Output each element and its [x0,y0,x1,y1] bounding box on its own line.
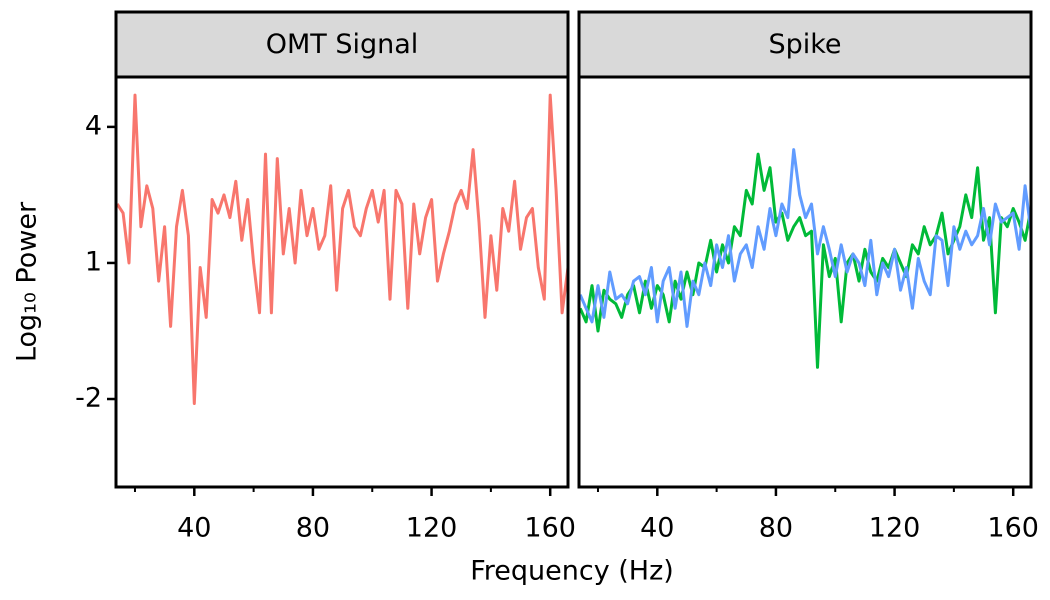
panel-border [577,75,1033,489]
y-tick-label: 1 [85,246,102,277]
x-tick-label: 40 [177,513,211,544]
x-tick-label: 160 [987,513,1039,544]
x-tick-label: 40 [640,513,674,544]
y-tick-label: -2 [75,383,102,414]
x-tick-label: 80 [296,513,330,544]
x-tick-label: 80 [759,513,793,544]
data-line [116,93,568,405]
x-tick-label: 120 [406,513,458,544]
x-axis-label: Frequency (Hz) [470,556,674,587]
strip [577,10,1033,79]
panel-border [114,75,570,489]
strip [114,10,570,79]
x-tick-label: 120 [869,513,921,544]
strip-label: Spike [768,29,841,60]
y-tick-label: 4 [85,110,102,141]
x-tick-label: 160 [524,513,576,544]
data-line [579,148,1031,328]
data-line [579,152,1031,369]
strip-label: OMT Signal [266,29,419,60]
y-axis-label: Log₁₀ Power [12,201,43,362]
